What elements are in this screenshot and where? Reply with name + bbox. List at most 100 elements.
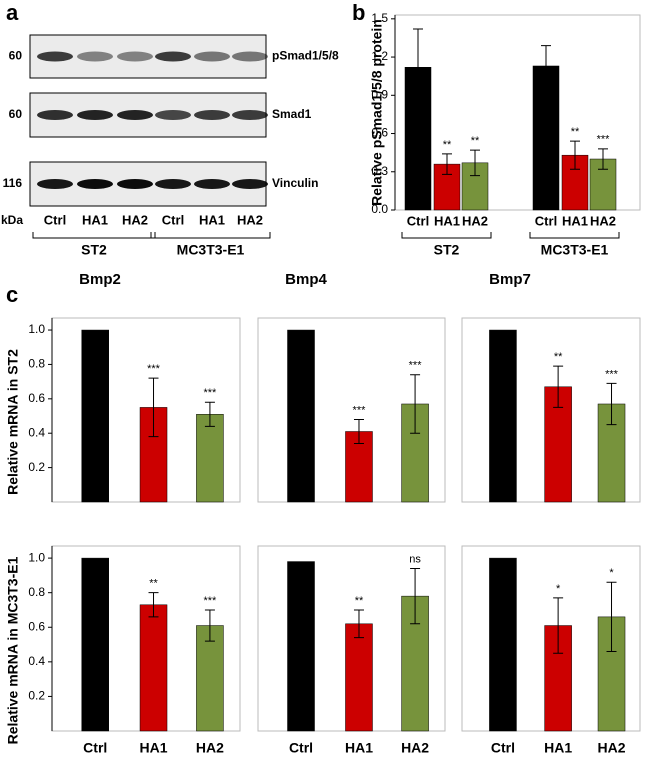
bar <box>196 625 224 732</box>
y-tick-label: 1.0 <box>28 322 45 336</box>
blot-band <box>77 51 113 62</box>
error-bar <box>553 365 564 408</box>
blot-band <box>155 179 191 189</box>
error-bar <box>570 140 580 170</box>
bar <box>345 623 373 732</box>
error-bar <box>442 153 452 175</box>
significance-label: ns <box>409 553 421 565</box>
x-tick-label: Ctrl <box>407 213 429 228</box>
x-tick-label: HA1 <box>345 740 373 756</box>
y-tick-label: 1.2 <box>371 49 388 63</box>
x-tick-label: HA1 <box>140 740 168 756</box>
group-label: ST2 <box>81 242 107 258</box>
x-tick-label: HA1 <box>544 740 572 756</box>
significance-label: ** <box>149 578 158 590</box>
error-bar <box>606 382 617 426</box>
chart-title: Bmp4 <box>285 271 327 288</box>
error-bar <box>353 609 364 639</box>
error-bar <box>413 28 423 106</box>
bar <box>532 65 560 211</box>
bar <box>287 329 315 503</box>
group-bracket <box>529 232 620 239</box>
mw-label: 60 <box>9 49 23 63</box>
significance-label: *** <box>409 360 423 372</box>
panel-label: c <box>6 282 18 307</box>
blot-band <box>232 179 268 189</box>
x-tick-label: HA2 <box>598 740 626 756</box>
significance-label: *** <box>203 387 217 399</box>
blot-band <box>37 51 73 62</box>
y-tick-label: 1.5 <box>371 11 388 25</box>
bar <box>489 329 517 503</box>
significance-label: * <box>609 567 614 579</box>
panel-label: a <box>6 0 19 25</box>
y-tick-label: 0.3 <box>371 164 388 178</box>
error-bar <box>606 581 617 652</box>
bar <box>489 557 517 732</box>
error-bar <box>553 597 564 654</box>
x-tick-label: HA1 <box>562 213 588 228</box>
error-bar <box>148 592 159 618</box>
y-tick-label: 0.9 <box>371 87 388 101</box>
blot-row-label: Smad1 <box>272 107 312 121</box>
significance-label: ** <box>571 126 580 138</box>
significance-label: ** <box>355 595 364 607</box>
lane-label: HA2 <box>237 212 263 227</box>
blot-band <box>117 51 153 62</box>
lane-label: HA1 <box>82 212 108 227</box>
bar <box>81 329 109 503</box>
blot-band <box>37 179 73 189</box>
significance-label: *** <box>605 368 619 380</box>
blot-band <box>77 110 113 120</box>
significance-label: ** <box>443 139 452 151</box>
group-label: MC3T3-E1 <box>541 242 609 258</box>
y-tick-label: 0.2 <box>28 460 45 474</box>
x-tick-label: Ctrl <box>83 740 107 756</box>
x-tick-label: HA2 <box>401 740 429 756</box>
lane-label: HA1 <box>199 212 225 227</box>
significance-label: * <box>556 583 561 595</box>
blot-band <box>194 51 230 62</box>
y-tick-label: 0.6 <box>28 391 45 405</box>
blot-band <box>117 110 153 120</box>
y-tick-label: 0.2 <box>28 689 45 703</box>
x-tick-label: HA2 <box>462 213 488 228</box>
significance-label: *** <box>147 363 161 375</box>
significance-label: *** <box>203 595 217 607</box>
chart-title: Bmp7 <box>489 271 531 288</box>
bar <box>139 604 168 732</box>
y-tick-label: 0.6 <box>28 619 45 633</box>
error-bar <box>353 418 364 445</box>
significance-label: ** <box>471 135 480 147</box>
significance-label: ** <box>554 351 563 363</box>
x-tick-label: HA1 <box>434 213 460 228</box>
error-bar <box>410 567 421 625</box>
error-bar <box>541 45 551 87</box>
panel-label: b <box>352 0 365 25</box>
group-bracket <box>150 232 271 239</box>
error-bar <box>470 149 480 177</box>
x-tick-label: Ctrl <box>535 213 557 228</box>
y-tick-label: 0.8 <box>28 357 45 371</box>
bar <box>81 557 109 732</box>
blot-band <box>37 110 73 120</box>
group-bracket <box>401 232 492 239</box>
blot-band <box>232 51 268 62</box>
lane-label: Ctrl <box>162 212 184 227</box>
blot-row-label: Vinculin <box>272 176 318 190</box>
blot-band <box>155 110 191 120</box>
significance-label: *** <box>353 404 367 416</box>
blot-band <box>117 179 153 189</box>
x-tick-label: HA2 <box>196 740 224 756</box>
y-axis-label: Relative mRNA in MC3T3-E1 <box>5 556 21 744</box>
error-bar <box>410 374 421 434</box>
group-bracket <box>32 232 156 239</box>
lane-label: Ctrl <box>44 212 66 227</box>
mw-label: 116 <box>3 176 23 190</box>
error-bar <box>204 609 215 642</box>
blot-row-label: pSmad1/5/8 <box>272 49 339 63</box>
y-tick-label: 1.0 <box>28 550 45 564</box>
y-axis-label: Relative mRNA in ST2 <box>5 349 21 495</box>
y-tick-label: 0.0 <box>371 202 388 216</box>
